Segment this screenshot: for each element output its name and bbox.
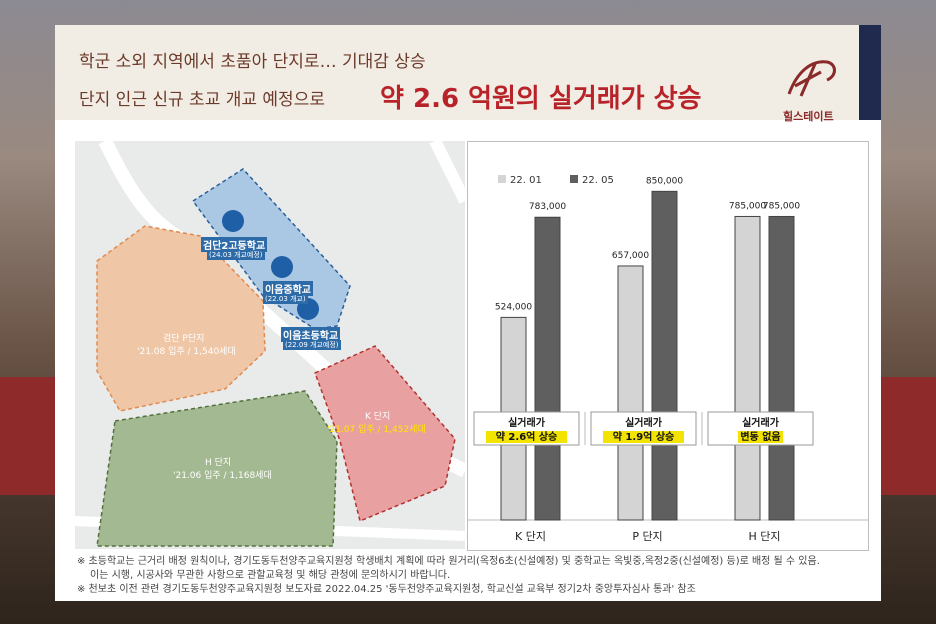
category-label: K 단지 (515, 530, 546, 543)
school-icon (222, 210, 244, 232)
data-label: 524,000 (495, 302, 532, 312)
data-label: 850,000 (646, 176, 683, 186)
zone-h-info: '21.06 입주 / 1,168세대 (173, 471, 272, 481)
note-3: ※ 천보초 이전 관련 경기도동두천양주교육지원청 보도자료 2022.04.2… (77, 584, 696, 595)
zone-h-name: H 단지 (205, 458, 232, 468)
annotation-title: 실거래가 (625, 416, 663, 429)
zone-k-name: K 단지 (365, 412, 391, 422)
legend-swatch (498, 175, 506, 183)
bar (617, 265, 644, 521)
chart-frame: 22. 01 22. 05 524,000 783,000 K 단지 실거래가 약 2.6억… (467, 141, 869, 551)
annotation-title: 실거래가 (508, 416, 546, 429)
zone-p (96, 225, 266, 412)
legend-label: 22. 05 (582, 175, 614, 186)
data-label: 785,000 (729, 201, 766, 211)
annotation-highlight (486, 431, 567, 443)
zone-k (314, 345, 456, 523)
map-drawing (75, 141, 465, 547)
site-map: 검단2고등학교 (24.03 개교예정) 이음중학교 (22.03 개교) 이음… (75, 141, 465, 549)
data-label: 783,000 (529, 202, 566, 212)
annotation-text: 약 1.9억 상승 (613, 430, 674, 443)
note-1: ※ 초등학교는 근거리 배정 원칙이나, 경기도동두천양주교육지원청 학생배치 … (77, 556, 820, 567)
logo-text: 힐스테이트 (783, 110, 834, 123)
bar (534, 216, 561, 521)
road (429, 141, 465, 204)
annotation-title: 실거래가 (742, 416, 780, 429)
navy-accent (859, 25, 881, 120)
zone-k-info: '21.07 입주 / 1,452세대 (327, 425, 426, 435)
annotation-highlight (738, 431, 783, 443)
school-note: (22.09 개교예정) (283, 340, 341, 350)
category-label: H 단지 (748, 530, 780, 543)
data-label: 657,000 (612, 251, 649, 261)
data-label: 785,000 (763, 201, 800, 211)
school-label: 이음초등학교 (281, 327, 341, 342)
school-label: 검단2고등학교 (201, 237, 268, 252)
zone-p-info: '21.08 입주 / 1,540세대 (137, 347, 236, 357)
school-label: 이음중학교 (263, 281, 313, 296)
annotation-text: 변동 없음 (740, 430, 780, 443)
hillstate-logo-icon (787, 60, 836, 97)
annotation-text: 약 2.6억 상승 (496, 430, 557, 443)
note-2: 이는 시행, 시공사와 무관한 사항으로 관할교육청 및 해당 관청에 문의하시… (90, 570, 451, 581)
legend-swatch (570, 175, 578, 183)
legend-label: 22. 01 (510, 175, 542, 186)
school-note: (24.03 개교예정) (207, 250, 265, 260)
bar (768, 215, 795, 521)
info-card: 학군 소외 지역에서 초품아 단지로… 기대감 상승 단지 인근 신규 초교 개… (55, 25, 881, 601)
school-icon (271, 256, 293, 278)
bar (651, 190, 678, 521)
zone-p-name: 검단 P단지 (163, 334, 205, 344)
school-note: (22.03 개교) (263, 294, 308, 304)
header-line2: 단지 인근 신규 초교 개교 예정으로 (79, 90, 325, 110)
bar (734, 215, 761, 521)
category-label: P 단지 (632, 530, 662, 543)
header: 학군 소외 지역에서 초품아 단지로… 기대감 상승 단지 인근 신규 초교 개… (55, 25, 881, 123)
annotation-highlight (603, 431, 684, 443)
zone-h (96, 390, 338, 547)
headline: 약 2.6 억원의 실거래가 상승 (380, 84, 702, 114)
header-line1: 학군 소외 지역에서 초품아 단지로… 기대감 상승 (79, 52, 426, 72)
